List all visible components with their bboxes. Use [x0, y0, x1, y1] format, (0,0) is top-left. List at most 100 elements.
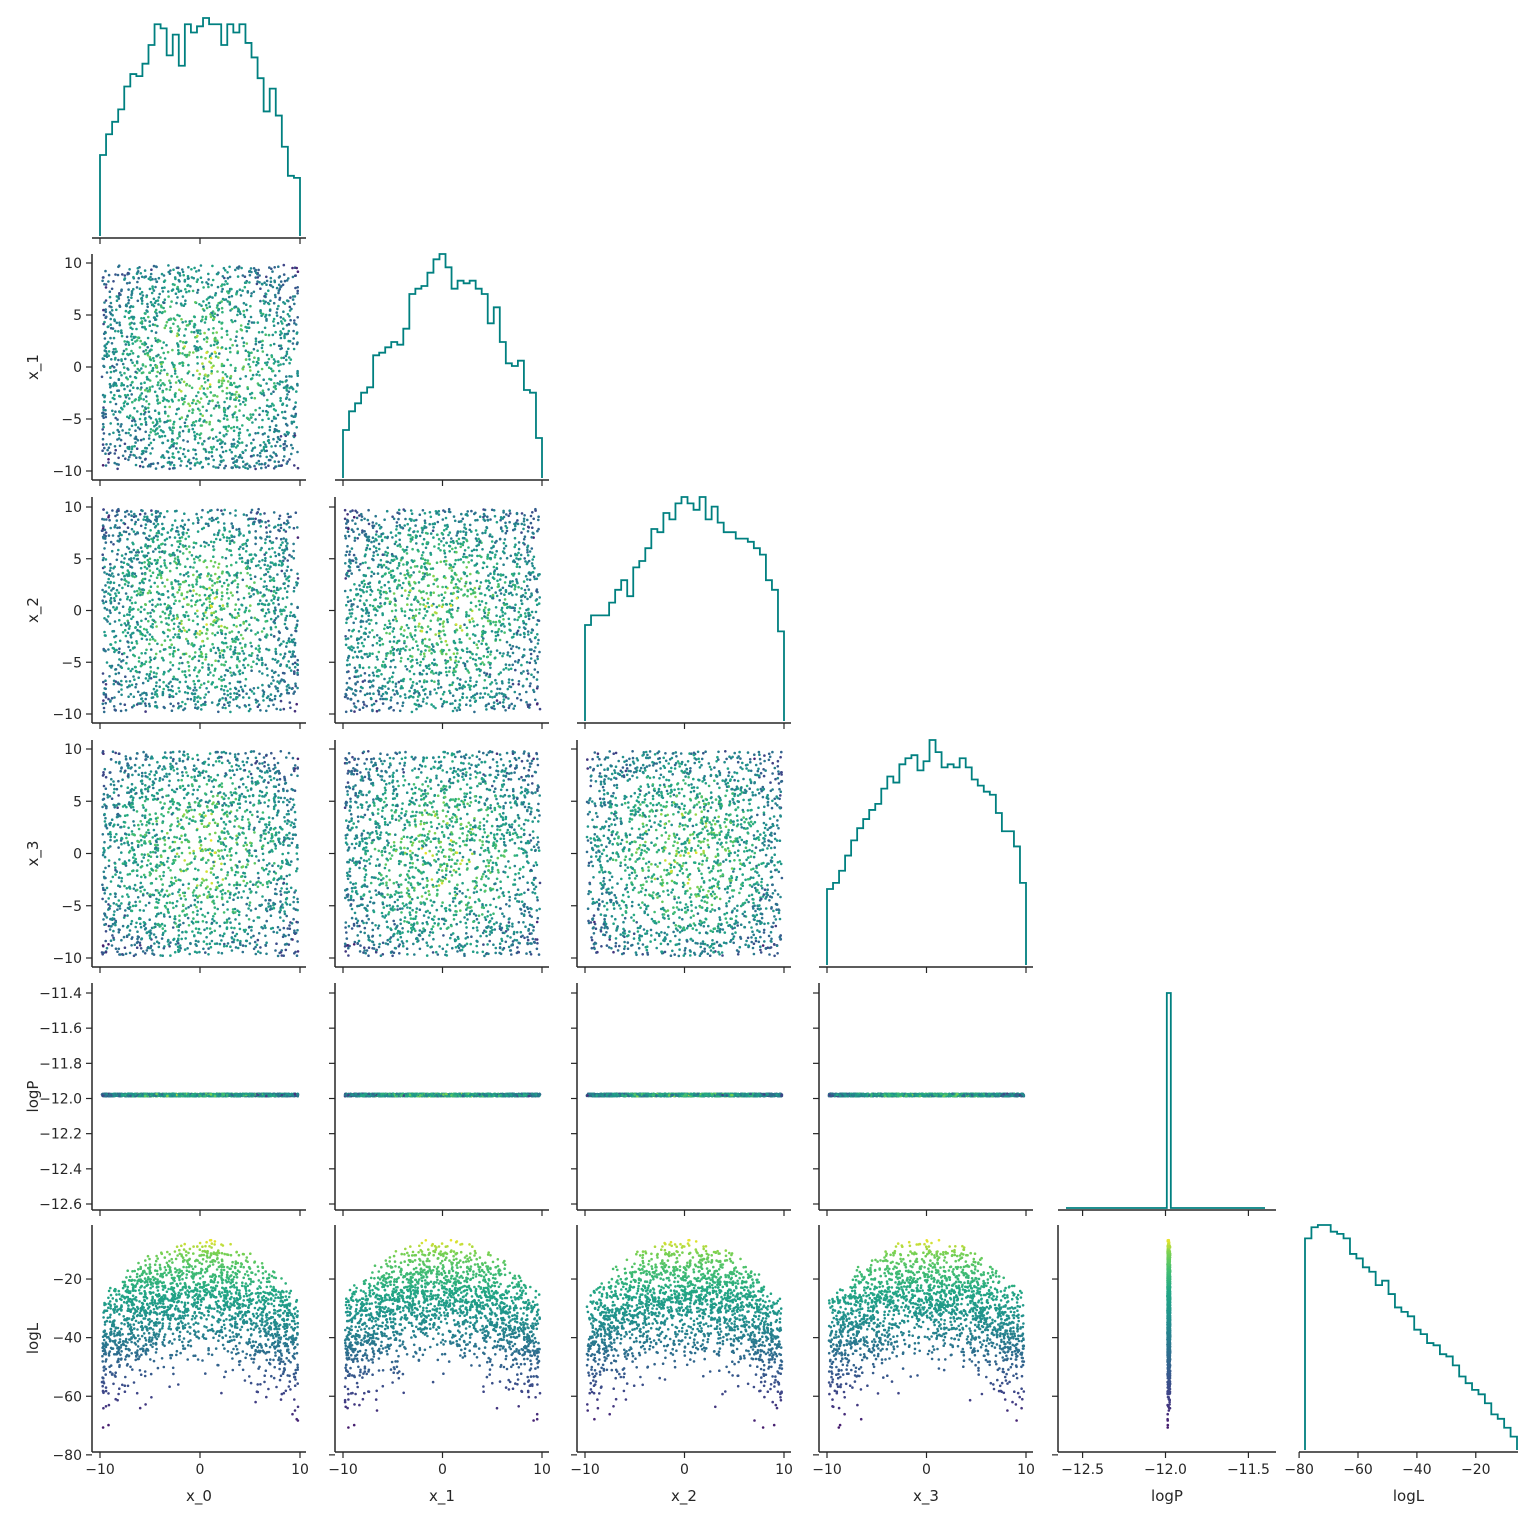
scatter-point	[148, 643, 151, 646]
scatter-point	[127, 459, 130, 462]
scatter-point	[274, 648, 277, 651]
scatter-point	[287, 585, 290, 588]
scatter-point	[145, 296, 148, 299]
scatter-point	[145, 349, 148, 352]
scatter-point	[149, 612, 152, 615]
scatter-point	[216, 631, 219, 634]
scatter-point	[236, 352, 239, 355]
scatter-point	[409, 655, 412, 658]
scatter-point	[226, 548, 229, 551]
scatter-point	[111, 309, 114, 312]
scatter-point	[111, 509, 114, 512]
scatter-point	[186, 465, 189, 468]
scatter-point	[169, 703, 172, 706]
scatter-point	[287, 332, 290, 335]
scatter-point	[289, 340, 292, 343]
scatter-point	[220, 625, 223, 628]
scatter-point	[101, 599, 104, 602]
scatter-point	[133, 454, 136, 457]
scatter-point	[286, 393, 289, 396]
scatter-point	[392, 619, 395, 622]
scatter-point	[130, 596, 133, 599]
scatter-point	[107, 516, 110, 519]
scatter-point	[171, 544, 174, 547]
scatter-point	[167, 439, 170, 442]
scatter-point	[296, 290, 299, 293]
scatter-point	[234, 369, 237, 372]
scatter-point	[262, 392, 265, 395]
scatter-point	[127, 581, 130, 584]
scatter-point	[127, 526, 130, 529]
scatter-point	[233, 574, 236, 577]
scatter-point	[264, 327, 267, 330]
scatter-point	[174, 393, 177, 396]
scatter-point	[131, 339, 134, 342]
scatter-point	[250, 316, 253, 319]
scatter-point	[146, 346, 149, 349]
scatter-point	[462, 530, 465, 533]
scatter-point	[223, 417, 226, 420]
scatter-point	[178, 290, 181, 293]
scatter-point	[142, 363, 145, 366]
scatter-point	[164, 585, 167, 588]
scatter-point	[295, 703, 298, 706]
scatter-point	[136, 387, 139, 390]
scatter-point	[206, 307, 209, 310]
scatter-point	[530, 536, 533, 539]
scatter-point	[116, 553, 119, 556]
scatter-point	[111, 630, 114, 633]
scatter-point	[223, 536, 226, 539]
scatter-point	[485, 708, 488, 711]
scatter-point	[263, 281, 266, 284]
scatter-point	[173, 284, 176, 287]
scatter-point	[249, 274, 252, 277]
scatter-point	[389, 601, 392, 604]
scatter-point	[246, 417, 249, 420]
scatter-point	[226, 271, 229, 274]
scatter-point	[145, 421, 148, 424]
scatter-point	[203, 332, 206, 335]
scatter-point	[108, 519, 111, 522]
scatter-point	[129, 414, 132, 417]
scatter-point	[196, 576, 199, 579]
scatter-point	[130, 335, 133, 338]
scatter-point	[140, 439, 143, 442]
scatter-point	[101, 412, 104, 415]
scatter-point	[219, 656, 222, 659]
scatter-point	[227, 584, 230, 587]
scatter-point	[151, 278, 154, 281]
scatter-point	[198, 269, 201, 272]
scatter-point	[226, 579, 229, 582]
scatter-point	[176, 286, 179, 289]
scatter-point	[136, 410, 139, 413]
scatter-point	[443, 549, 446, 552]
scatter-point	[184, 425, 187, 428]
scatter-point	[273, 279, 276, 282]
scatter-point	[199, 373, 202, 376]
scatter-point	[221, 513, 224, 516]
scatter-point	[296, 370, 299, 373]
scatter-point	[274, 698, 277, 701]
scatter-point	[193, 316, 196, 319]
scatter-point	[123, 557, 126, 560]
scatter-point	[183, 598, 186, 601]
scatter-point	[145, 692, 148, 695]
scatter-point	[122, 384, 125, 387]
scatter-point	[198, 660, 201, 663]
scatter-point	[215, 622, 218, 625]
scatter-point	[388, 632, 391, 635]
scatter-point	[163, 706, 166, 709]
scatter-point	[243, 302, 246, 305]
scatter-point	[508, 668, 511, 671]
scatter-point	[268, 536, 271, 539]
scatter-point	[113, 599, 116, 602]
panel-x_2-vs-x_0: 1050−5−10x_2	[24, 497, 306, 729]
scatter-point	[111, 342, 114, 345]
scatter-point	[154, 559, 157, 562]
scatter-point	[201, 640, 204, 643]
scatter-point	[179, 681, 182, 684]
scatter-point	[203, 309, 206, 312]
scatter-point	[229, 648, 232, 651]
scatter-point	[103, 447, 106, 450]
scatter-point	[534, 578, 537, 581]
